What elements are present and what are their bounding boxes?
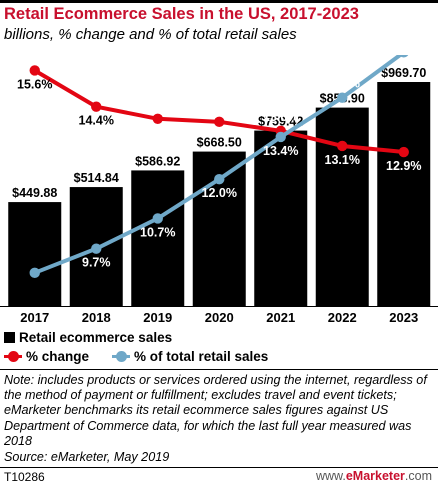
change-label-2017: 15.6% <box>17 77 52 91</box>
legend-swatch-change <box>4 351 22 362</box>
share-label-2021: 13.4% <box>263 144 298 158</box>
x-tick-label-2020: 2020 <box>205 310 234 325</box>
change-label-2020: 13.9% <box>202 101 237 115</box>
legend-item-sales: Retail ecommerce sales <box>4 330 172 345</box>
share-label-2019: 10.7% <box>140 225 175 239</box>
bar-value-label-2021: $759.42 <box>258 115 303 129</box>
change-label-2021: 13.6% <box>263 110 298 124</box>
brand-prefix: www. <box>315 469 346 483</box>
change-point-2017 <box>29 65 40 76</box>
change-point-2022 <box>337 140 348 152</box>
legend-item-share: % of total retail sales <box>112 349 268 364</box>
change-label-2022: 13.1% <box>325 153 360 167</box>
bar-value-label-2019: $586.92 <box>135 154 180 168</box>
bar-2017 <box>8 202 62 306</box>
bar-2022 <box>315 107 369 306</box>
legend-swatch-sales <box>4 332 15 343</box>
note-divider <box>0 369 438 370</box>
x-tick-label-2018: 2018 <box>82 310 111 325</box>
change-point-2020 <box>214 116 225 128</box>
change-label-2018: 14.4% <box>79 114 114 128</box>
change-label-2023: 12.9% <box>386 159 421 173</box>
x-tick-label-2017: 2017 <box>20 310 49 325</box>
share-point-2017 <box>29 267 40 279</box>
chart-note: Note: includes products or services orde… <box>4 373 427 448</box>
chart-source: Source: eMarketer, May 2019 <box>4 450 170 464</box>
share-point-2020 <box>214 174 225 185</box>
change-label-2019: 14.0% <box>140 98 175 112</box>
x-tick-label-2022: 2022 <box>328 310 357 325</box>
brand-name: eMarketer <box>345 469 405 483</box>
brand-suffix: .com <box>404 469 432 483</box>
legend-label-change: % change <box>26 349 90 364</box>
bar-2019 <box>131 170 185 306</box>
share-label-2017: 8.9% <box>21 280 50 294</box>
x-tick-label-2023: 2023 <box>389 310 418 325</box>
legend-swatch-share <box>112 351 130 362</box>
share-point-2021 <box>275 131 286 143</box>
share-label-2020: 12.0% <box>202 186 237 200</box>
share-point-2023 <box>399 55 409 58</box>
top-rule <box>0 0 438 3</box>
legend-label-share: % of total retail sales <box>134 349 269 364</box>
chart-id: T10286 <box>4 470 45 484</box>
chart-title: Retail Ecommerce Sales in the US, 2017-2… <box>4 5 359 23</box>
legend-label-sales: Retail ecommerce sales <box>19 330 173 345</box>
legend-item-change: % change <box>4 349 89 364</box>
share-label-2018: 9.7% <box>82 256 111 270</box>
x-tick-label-2021: 2021 <box>266 310 295 325</box>
bar-value-label-2017: $449.88 <box>12 186 57 200</box>
bar-value-label-2018: $514.84 <box>74 171 119 185</box>
share-point-2019 <box>152 213 163 224</box>
emarketer-logo[interactable]: www.eMarketer.com <box>316 469 432 483</box>
change-point-2023 <box>398 146 409 158</box>
chart-plot: $449.88$514.84$586.92$668.50$759.42$858.… <box>0 55 438 325</box>
change-point-2018 <box>91 101 102 112</box>
bar-value-label-2023: $969.70 <box>381 66 426 80</box>
chart-subtitle: billions, % change and % of total retail… <box>4 26 297 43</box>
share-point-2022 <box>337 92 348 103</box>
change-point-2019 <box>152 113 163 124</box>
bar-2021 <box>254 130 308 306</box>
bar-value-label-2020: $668.50 <box>197 136 242 150</box>
share-point-2018 <box>91 243 102 254</box>
x-tick-label-2019: 2019 <box>143 310 172 325</box>
bar-2023 <box>377 82 431 306</box>
footer-divider <box>0 467 438 468</box>
share-label-2022: 14.7% <box>325 77 360 91</box>
